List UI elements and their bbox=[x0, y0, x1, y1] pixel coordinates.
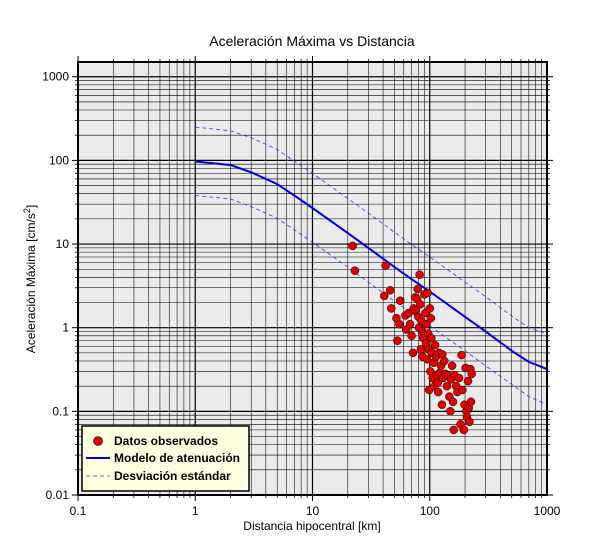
y-axis-label-close: ] bbox=[24, 205, 38, 208]
data-point bbox=[440, 356, 449, 366]
std-upper-line bbox=[195, 126, 548, 334]
x-tick-label: 10 bbox=[306, 504, 320, 518]
data-point bbox=[427, 333, 436, 343]
data-point bbox=[449, 425, 458, 435]
legend-label-std: Desviación estándar bbox=[114, 469, 231, 483]
chart-title: Aceleración Máxima vs Distancia bbox=[209, 33, 415, 49]
data-point bbox=[433, 387, 443, 397]
data-points bbox=[348, 241, 476, 435]
data-point bbox=[415, 270, 424, 279]
model-line bbox=[195, 160, 548, 371]
std-lines bbox=[195, 126, 548, 406]
legend-label-observed: Datos observados bbox=[114, 434, 218, 448]
legend-scatter-swatch bbox=[93, 436, 103, 446]
data-point bbox=[459, 425, 469, 435]
data-point bbox=[387, 304, 396, 313]
data-point bbox=[433, 378, 442, 387]
data-point bbox=[416, 300, 425, 309]
data-point bbox=[385, 286, 395, 295]
data-point bbox=[447, 361, 457, 371]
data-point bbox=[395, 296, 405, 305]
data-point bbox=[408, 348, 418, 358]
data-point bbox=[425, 304, 435, 313]
data-point bbox=[422, 319, 431, 329]
data-point bbox=[395, 319, 404, 329]
data-point bbox=[457, 350, 466, 360]
data-point bbox=[442, 381, 452, 391]
data-point bbox=[448, 397, 458, 407]
data-point bbox=[458, 385, 467, 395]
y-tick-label: 1 bbox=[62, 321, 69, 335]
data-point bbox=[463, 376, 473, 386]
data-point bbox=[405, 319, 415, 329]
y-axis-label-sup: 2 bbox=[22, 208, 32, 213]
y-tick-labels: 0.01 0.1 1 10 100 1000 bbox=[42, 70, 69, 502]
legend: Datos observados Modelo de atenuación De… bbox=[81, 425, 250, 492]
data-point bbox=[454, 373, 464, 383]
x-tick-label: 1000 bbox=[534, 504, 561, 518]
data-point bbox=[413, 284, 422, 294]
x-axis-label: Distancia hipocentral [km] bbox=[243, 519, 380, 533]
x-tick-label: 1 bbox=[192, 504, 199, 518]
data-point bbox=[465, 417, 474, 427]
x-tick-label: 0.1 bbox=[70, 504, 87, 518]
data-point bbox=[348, 241, 357, 251]
legend-label-model: Modelo de atenuación bbox=[114, 451, 240, 465]
data-point bbox=[350, 266, 360, 275]
y-axis-label-main: Aceleración Máxima [cm/s bbox=[24, 213, 38, 353]
data-point bbox=[380, 291, 389, 301]
data-point bbox=[426, 313, 436, 323]
y-tick-label: 0.01 bbox=[46, 488, 70, 502]
y-tick-label: 10 bbox=[56, 237, 70, 251]
data-point bbox=[381, 261, 390, 271]
data-point bbox=[407, 331, 416, 341]
x-tick-labels: 0.1 1 10 100 1000 bbox=[70, 504, 561, 518]
y-tick-label: 100 bbox=[49, 153, 69, 167]
data-point bbox=[422, 354, 432, 364]
data-point bbox=[467, 369, 476, 379]
data-point bbox=[446, 407, 455, 416]
y-tick-label: 0.1 bbox=[52, 404, 69, 418]
y-axis-label: Aceleración Máxima [cm/s2] bbox=[22, 205, 38, 353]
data-point bbox=[393, 336, 402, 345]
data-point bbox=[437, 400, 447, 409]
std-lower-line bbox=[195, 195, 548, 406]
y-tick-label: 1000 bbox=[42, 70, 69, 84]
plot-frame bbox=[77, 61, 548, 496]
model-line-group bbox=[195, 160, 548, 371]
data-point bbox=[430, 340, 440, 350]
data-point bbox=[423, 288, 432, 298]
data-point bbox=[466, 397, 476, 407]
x-tick-label: 100 bbox=[420, 504, 440, 518]
